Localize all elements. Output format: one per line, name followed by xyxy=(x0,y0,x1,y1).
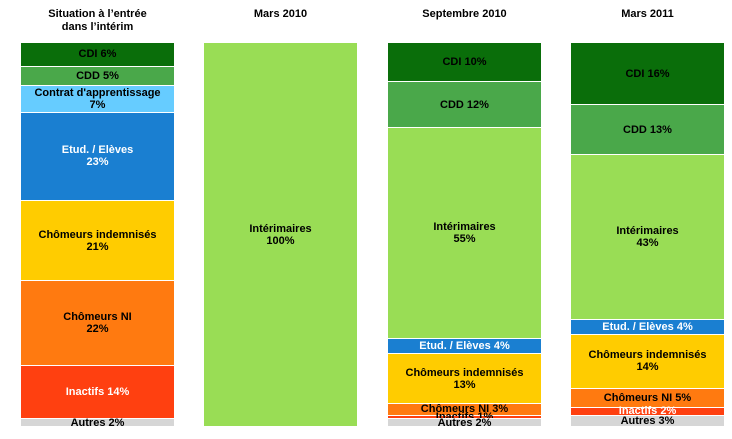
bar-segment: Chômeurs indemnisés 14% xyxy=(571,334,724,388)
segment-label: Etud. / Elèves 4% xyxy=(419,340,510,353)
bar-segment: Autres 3% xyxy=(571,414,724,427)
segment-label: CDI 6% xyxy=(78,48,117,61)
bar-segment: Chômeurs NI 22% xyxy=(21,280,174,365)
bar-segment: Inactifs 2% xyxy=(571,405,724,418)
bar-segment: Autres 2% xyxy=(21,416,174,429)
segment-label: Chômeurs NI 3% xyxy=(420,403,509,416)
column-title: Situation à l’entrée dans l’intérim xyxy=(48,8,147,33)
segment-label: Contrat d'apprentissage 7% xyxy=(34,87,161,112)
bar-segment: Autres 2% xyxy=(388,416,541,429)
column-title: Mars 2011 xyxy=(621,8,674,20)
segment-label: Chômeurs indemnisés 21% xyxy=(38,228,157,253)
segment-label: Autres 2% xyxy=(70,416,125,429)
segment-label: CDD 13% xyxy=(623,123,672,136)
bar-segment: Intérimaires 43% xyxy=(571,154,724,319)
stacked-column: CDI 10% CDD 12% Intérimaires 55% Etud. / El… xyxy=(388,43,541,429)
bar-segment: Chômeurs indemnisés 13% xyxy=(388,353,541,403)
bar-segment: CDD 13% xyxy=(571,104,724,155)
column-title: Septembre 2010 xyxy=(422,8,507,20)
bar-segment: Chômeurs NI 5% xyxy=(571,387,724,407)
segment-label: CDD 5% xyxy=(76,70,119,83)
segment-label: Inactifs 14% xyxy=(65,386,130,399)
bar-segment: Contrat d'apprentissage 7% xyxy=(21,85,174,112)
segment-label: Intérimaires 55% xyxy=(433,221,496,246)
segment-label: Intérimaires 100% xyxy=(249,222,312,247)
bar-segment: CDI 10% xyxy=(388,43,541,82)
bar-segment: Chômeurs NI 3% xyxy=(388,403,541,416)
segment-label: Chômeurs NI 5% xyxy=(603,391,692,404)
bar-segment: Etud. / Elèves 23% xyxy=(21,111,174,201)
bar-segment: CDI 16% xyxy=(571,43,724,105)
segment-label: CDI 10% xyxy=(442,56,487,69)
bar-segment: Intérimaires 100% xyxy=(204,43,357,426)
segment-label: Chômeurs NI 22% xyxy=(63,311,132,336)
bar-segment: Intérimaires 55% xyxy=(388,127,541,338)
segment-label: Chômeurs indemnisés 13% xyxy=(405,366,524,391)
segment-label: Etud. / Elèves 4% xyxy=(602,320,693,333)
segment-label: CDI 16% xyxy=(625,67,670,80)
bar-segment: Chômeurs indemnisés 21% xyxy=(21,200,174,281)
column-title: Mars 2010 xyxy=(253,8,308,20)
bar-segment: CDD 12% xyxy=(388,81,541,128)
stacked-column: Intérimaires 100% xyxy=(204,43,357,426)
segment-label: Inactifs 2% xyxy=(618,405,677,418)
segment-label: Autres 3% xyxy=(620,414,675,427)
segment-label: Autres 2% xyxy=(437,416,492,429)
segment-label: Etud. / Elèves 23% xyxy=(61,144,134,169)
stacked-column: CDI 6% CDD 5% Contrat d'apprentissage 7% Et… xyxy=(21,43,174,429)
bar-segment: Etud. / Elèves 4% xyxy=(388,337,541,354)
bar-segment: CDD 5% xyxy=(21,65,174,86)
segment-label: Chômeurs indemnisés 14% xyxy=(588,349,707,374)
bar-segment: CDI 6% xyxy=(21,43,174,66)
segment-label: Intérimaires 43% xyxy=(616,224,679,249)
bar-segment: Inactifs 14% xyxy=(21,364,174,419)
bar-segment: Etud. / Elèves 4% xyxy=(571,318,724,335)
stacked-column: CDI 16% CDD 13% Intérimaires 43% Etud. / El… xyxy=(571,43,724,427)
segment-label: CDD 12% xyxy=(440,98,489,111)
